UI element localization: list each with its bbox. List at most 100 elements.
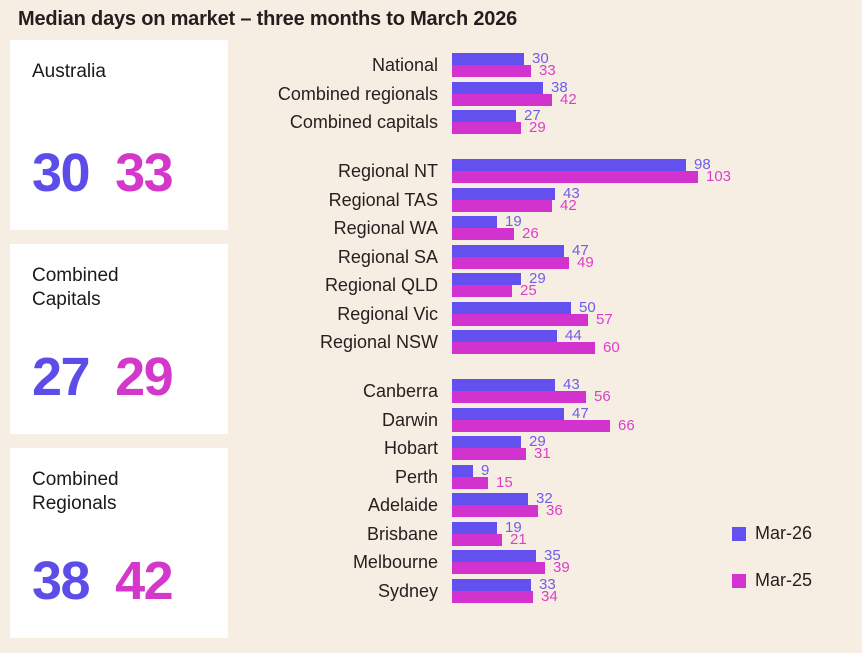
bar-row: Regional WA 19 26: [240, 213, 860, 242]
bar-mar26: [452, 244, 564, 257]
bar-row: Canberra 43 56: [240, 376, 860, 405]
bar-row: Regional NSW 44 60: [240, 328, 860, 355]
bar-mar25: [452, 93, 552, 106]
bar-row-label: Regional QLD: [324, 275, 438, 295]
bar-value-mar26: 43: [563, 184, 580, 202]
card-values: 27 29: [32, 346, 206, 408]
bar-value-mar26: 43: [563, 376, 580, 393]
bar-pair: 29 25: [452, 270, 782, 298]
bar-mar25: [452, 562, 545, 574]
bar-value-mar26: 47: [572, 404, 589, 422]
bar-value-mar26: 35: [544, 547, 561, 564]
bar-mar25: [452, 65, 531, 77]
bar-value-mar26: 30: [532, 50, 549, 67]
bar-pair: 38 42: [452, 78, 782, 108]
bar-pair: 43 56: [452, 376, 782, 405]
bar-pair: 98 103: [452, 156, 782, 185]
bar-pair: 30 33: [452, 50, 782, 78]
bar-value-mar25: 103: [706, 168, 732, 185]
bar-group-regionals: Regional NT 98 103 Regional TAS 43 42 Re…: [240, 156, 860, 355]
bar-row: Combined capitals 27 29: [240, 108, 860, 136]
card-value-mar25: 29: [115, 347, 174, 407]
bar-value-mar26: 19: [505, 518, 522, 536]
card-value-mar25: 33: [115, 143, 174, 203]
bar-pair: 47 66: [452, 404, 782, 434]
card-values: 38 42: [32, 550, 206, 612]
bar-pair: 19 21: [452, 518, 782, 547]
bar-mar25: [452, 419, 610, 432]
bar-row-label: Perth: [394, 466, 438, 487]
bar-mar25: [452, 171, 698, 183]
bar-row-label: Brisbane: [366, 523, 438, 544]
bar-pair: 43 42: [452, 184, 782, 213]
bar-row-label: Adelaide: [367, 495, 438, 515]
bar-mar26: [452, 187, 555, 200]
bar-row-label: Regional Vic: [337, 303, 438, 324]
bar-value-mar26: 29: [529, 270, 546, 287]
bar-mar25: [452, 448, 526, 460]
bar-row: Combined regionals 38 42: [240, 78, 860, 108]
bar-row: Darwin 47 66: [240, 404, 860, 434]
bar-mar25: [452, 285, 512, 297]
bar-pair: 32 36: [452, 490, 782, 518]
bar-value-mar26: 33: [539, 575, 556, 593]
bar-value-mar26: 29: [529, 433, 546, 450]
bar-pair: 19 26: [452, 213, 782, 242]
bar-value-mar26: 47: [572, 241, 589, 259]
bar-row-label: Regional TAS: [328, 189, 438, 210]
bar-pair: 33 34: [452, 575, 782, 605]
bar-mar26: [452, 407, 564, 420]
bar-row: Regional TAS 43 42: [240, 184, 860, 213]
bar-mar25: [452, 476, 488, 489]
bar-value-mar25: 66: [618, 416, 635, 434]
bar-value-mar25: 29: [529, 119, 546, 136]
bar-mar26: [452, 464, 473, 477]
bar-pair: 47 49: [452, 241, 782, 271]
bar-value-mar25: 57: [596, 310, 613, 328]
legend-item-mar25: Mar-25: [732, 570, 812, 591]
bar-row-label: Melbourne: [352, 552, 438, 572]
bar-row-label: Regional WA: [333, 218, 438, 238]
bar-value-mar25: 49: [577, 253, 594, 271]
bar-value-mar25: 56: [594, 388, 611, 405]
bar-mar26: [452, 216, 497, 228]
summary-card-combined-regionals: Combined Regionals 38 42: [10, 448, 228, 638]
bar-row-label: Regional NSW: [319, 332, 438, 352]
bar-mar26: [452, 521, 497, 534]
bar-value-mar26: 98: [694, 156, 711, 173]
bar-row-label: Darwin: [381, 409, 438, 430]
bar-mar26: [452, 493, 528, 505]
bar-mar25: [452, 256, 569, 269]
bar-row-label: Regional SA: [337, 246, 438, 267]
bar-value-mar25: 34: [541, 587, 558, 605]
legend-label-mar25: Mar-25: [755, 570, 813, 590]
bar-row-label: Hobart: [383, 438, 438, 458]
bar-row: Hobart 29 31: [240, 433, 860, 461]
bar-value-mar25: 39: [553, 559, 570, 576]
bar-row: Regional SA 47 49: [240, 241, 860, 271]
bar-value-mar26: 32: [536, 490, 553, 507]
legend-swatch-mar26-icon: [732, 526, 746, 541]
bar-mar26: [452, 301, 571, 314]
bar-row-label: Regional NT: [337, 161, 438, 181]
bar-mar25: [452, 313, 588, 326]
bar-mar25: [452, 342, 595, 354]
bar-row: Regional QLD 29 25: [240, 270, 860, 298]
card-values: 30 33: [32, 142, 206, 204]
bar-row: Adelaide 32 36: [240, 490, 860, 518]
card-title: Combined Capitals: [32, 265, 119, 311]
summary-card-australia: Australia 30 33: [10, 40, 228, 230]
bar-pair: 27 29: [452, 108, 782, 136]
bar-value-mar25: 26: [522, 225, 539, 242]
bar-value-mar26: 38: [551, 78, 568, 96]
bar-group-national: National 30 33 Combined regionals 38 42 …: [240, 50, 860, 136]
bar-value-mar25: 42: [560, 90, 577, 108]
bar-mar26: [452, 159, 686, 171]
bar-mar25: [452, 391, 586, 403]
bar-mar26: [452, 330, 557, 342]
bar-row: Brisbane 19 21: [240, 518, 860, 547]
bar-mar26: [452, 110, 516, 122]
bar-value-mar26: 19: [505, 213, 522, 230]
bar-value-mar26: 50: [579, 298, 596, 316]
card-title: Combined Regionals: [32, 469, 119, 515]
